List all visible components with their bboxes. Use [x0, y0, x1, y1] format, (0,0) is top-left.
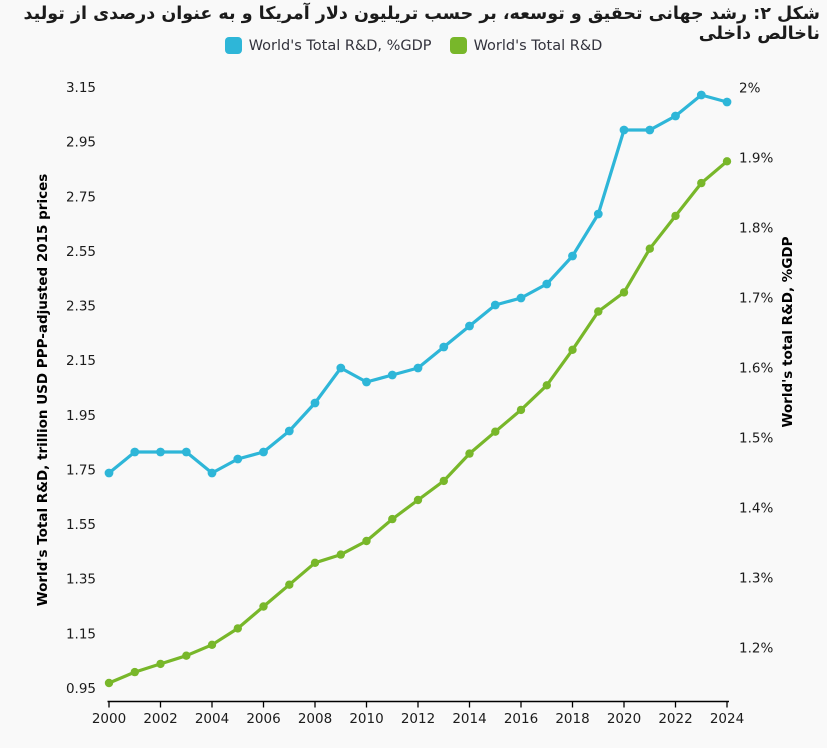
legend-item-gdp-percent: World's Total R&D, %GDP — [224, 37, 432, 54]
x-axis-tick-label: 2024 — [710, 711, 744, 727]
gdp-percent-point — [310, 398, 320, 408]
left-axis-tick-label: 1.35 — [66, 572, 96, 588]
x-axis-tick-label: 2022 — [658, 711, 692, 727]
gdp-percent-point — [207, 468, 217, 478]
right-axis-tick-label: 1.2% — [739, 641, 773, 657]
right-axis-tick-label: 1.7% — [739, 291, 773, 307]
left-axis-tick-label: 2.15 — [66, 353, 96, 369]
left-axis-tick-label: 2.95 — [66, 135, 96, 151]
x-axis-tick-label: 2008 — [298, 711, 332, 727]
total-rd-line — [107, 159, 729, 685]
right-axis-tick-label: 2% — [739, 81, 761, 97]
gdp-percent-point — [413, 363, 423, 373]
left-axis-tick-label: 1.75 — [66, 462, 96, 478]
x-axis-tick-label: 2002 — [143, 711, 177, 727]
total-rd-point — [336, 550, 345, 559]
left-axis-tick-label: 1.55 — [66, 517, 96, 533]
total-rd-point — [259, 602, 268, 611]
total-rd-point — [413, 495, 423, 505]
total-rd-point — [671, 211, 680, 221]
left-axis-title: World's Total R&D, trillion USD PPP-adju… — [35, 174, 51, 607]
chart-title: شکل ۲: رشد جهانی تحقیق و توسعه، بر حسب ت… — [23, 4, 820, 44]
right-axis-tick-label: 1.3% — [739, 571, 773, 587]
gdp-percent-point — [490, 300, 500, 310]
total-rd-point — [439, 476, 448, 486]
x-axis-tick-label: 2014 — [452, 711, 486, 727]
legend-label-gdp-percent: World's Total R&D, %GDP — [248, 37, 432, 54]
gdp-percent-point — [362, 377, 371, 387]
left-axis-tick-label: 1.15 — [66, 626, 96, 642]
x-axis-tick-label: 2004 — [195, 711, 229, 727]
gdp-percent-point — [387, 370, 397, 380]
gdp-percent-point — [104, 468, 114, 478]
gdp-percent-point — [645, 125, 655, 135]
legend-swatch-blue — [224, 37, 242, 54]
left-axis-tick-label: 2.75 — [66, 189, 96, 205]
right-axis-tick-label: 1.4% — [739, 501, 773, 517]
total-rd-point — [388, 514, 397, 524]
gdp-percent-point — [130, 447, 140, 457]
total-rd-point — [362, 536, 371, 546]
total-rd-point — [619, 288, 629, 297]
gdp-percent-point — [439, 342, 449, 352]
total-rd-point — [285, 580, 294, 589]
x-axis-tick-label: 2020 — [607, 711, 641, 727]
gdp-percent-line — [107, 93, 729, 475]
total-rd-point — [542, 381, 551, 390]
x-axis-tick-label: 2010 — [349, 711, 383, 727]
left-axis-tick-label: 2.35 — [66, 299, 96, 315]
total-rd-point — [491, 427, 500, 436]
gdp-percent-point — [671, 111, 680, 121]
total-rd-point — [697, 178, 706, 188]
x-axis-tick-label: 2006 — [246, 711, 280, 727]
right-axis-tick-label: 1.5% — [739, 431, 773, 447]
gdp-percent-point — [593, 209, 603, 219]
gdp-percent-point — [722, 97, 732, 107]
x-axis-tick-label: 2016 — [504, 711, 538, 727]
right-axis-tick-label: 1.8% — [739, 221, 773, 237]
gdp-percent-point — [619, 125, 629, 135]
x-axis-tick-label: 2018 — [555, 711, 589, 727]
total-rd-point — [310, 558, 320, 567]
gdp-percent-point — [568, 251, 577, 261]
gdp-percent-point — [336, 363, 346, 373]
right-axis-tick-label: 1.6% — [739, 361, 773, 377]
gdp-percent-point — [181, 447, 191, 457]
gdp-percent-point — [156, 447, 165, 457]
total-rd-point — [182, 651, 191, 660]
gdp-percent-point — [465, 321, 474, 331]
gdp-percent-point — [284, 426, 294, 436]
left-axis-tick-label: 3.15 — [66, 80, 96, 96]
gdp-percent-point — [696, 90, 706, 100]
total-rd-point — [516, 405, 526, 415]
total-rd-point — [130, 667, 139, 677]
legend-item-total-rd: World's Total R&D — [449, 37, 603, 54]
total-rd-point — [594, 307, 603, 316]
left-axis-tick-label: 1.95 — [66, 408, 96, 424]
left-axis-tick-label: 0.95 — [66, 681, 96, 697]
total-rd-point — [156, 659, 165, 669]
total-rd-point — [465, 449, 474, 458]
right-axis-tick-label: 1.9% — [739, 151, 773, 167]
legend-label-total-rd: World's Total R&D — [473, 37, 603, 54]
total-rd-point — [104, 678, 114, 688]
total-rd-point — [722, 157, 732, 166]
total-rd-point — [645, 244, 654, 253]
x-axis-tick-label: 2000 — [92, 711, 126, 727]
gdp-percent-point — [259, 447, 268, 457]
gdp-percent-point — [233, 454, 243, 464]
gdp-percent-point — [516, 293, 526, 303]
total-rd-point — [207, 640, 217, 649]
chart-legend: World's Total R&D, %GDP World's Total R&… — [0, 37, 827, 54]
total-rd-point — [568, 345, 577, 354]
gdp-percent-point — [542, 279, 552, 289]
right-axis-title: World's total R&D, %GDP — [780, 236, 796, 427]
left-axis-tick-label: 2.55 — [66, 244, 96, 260]
legend-swatch-green — [449, 37, 467, 54]
x-axis-tick-label: 2012 — [401, 711, 435, 727]
total-rd-point — [233, 624, 242, 633]
